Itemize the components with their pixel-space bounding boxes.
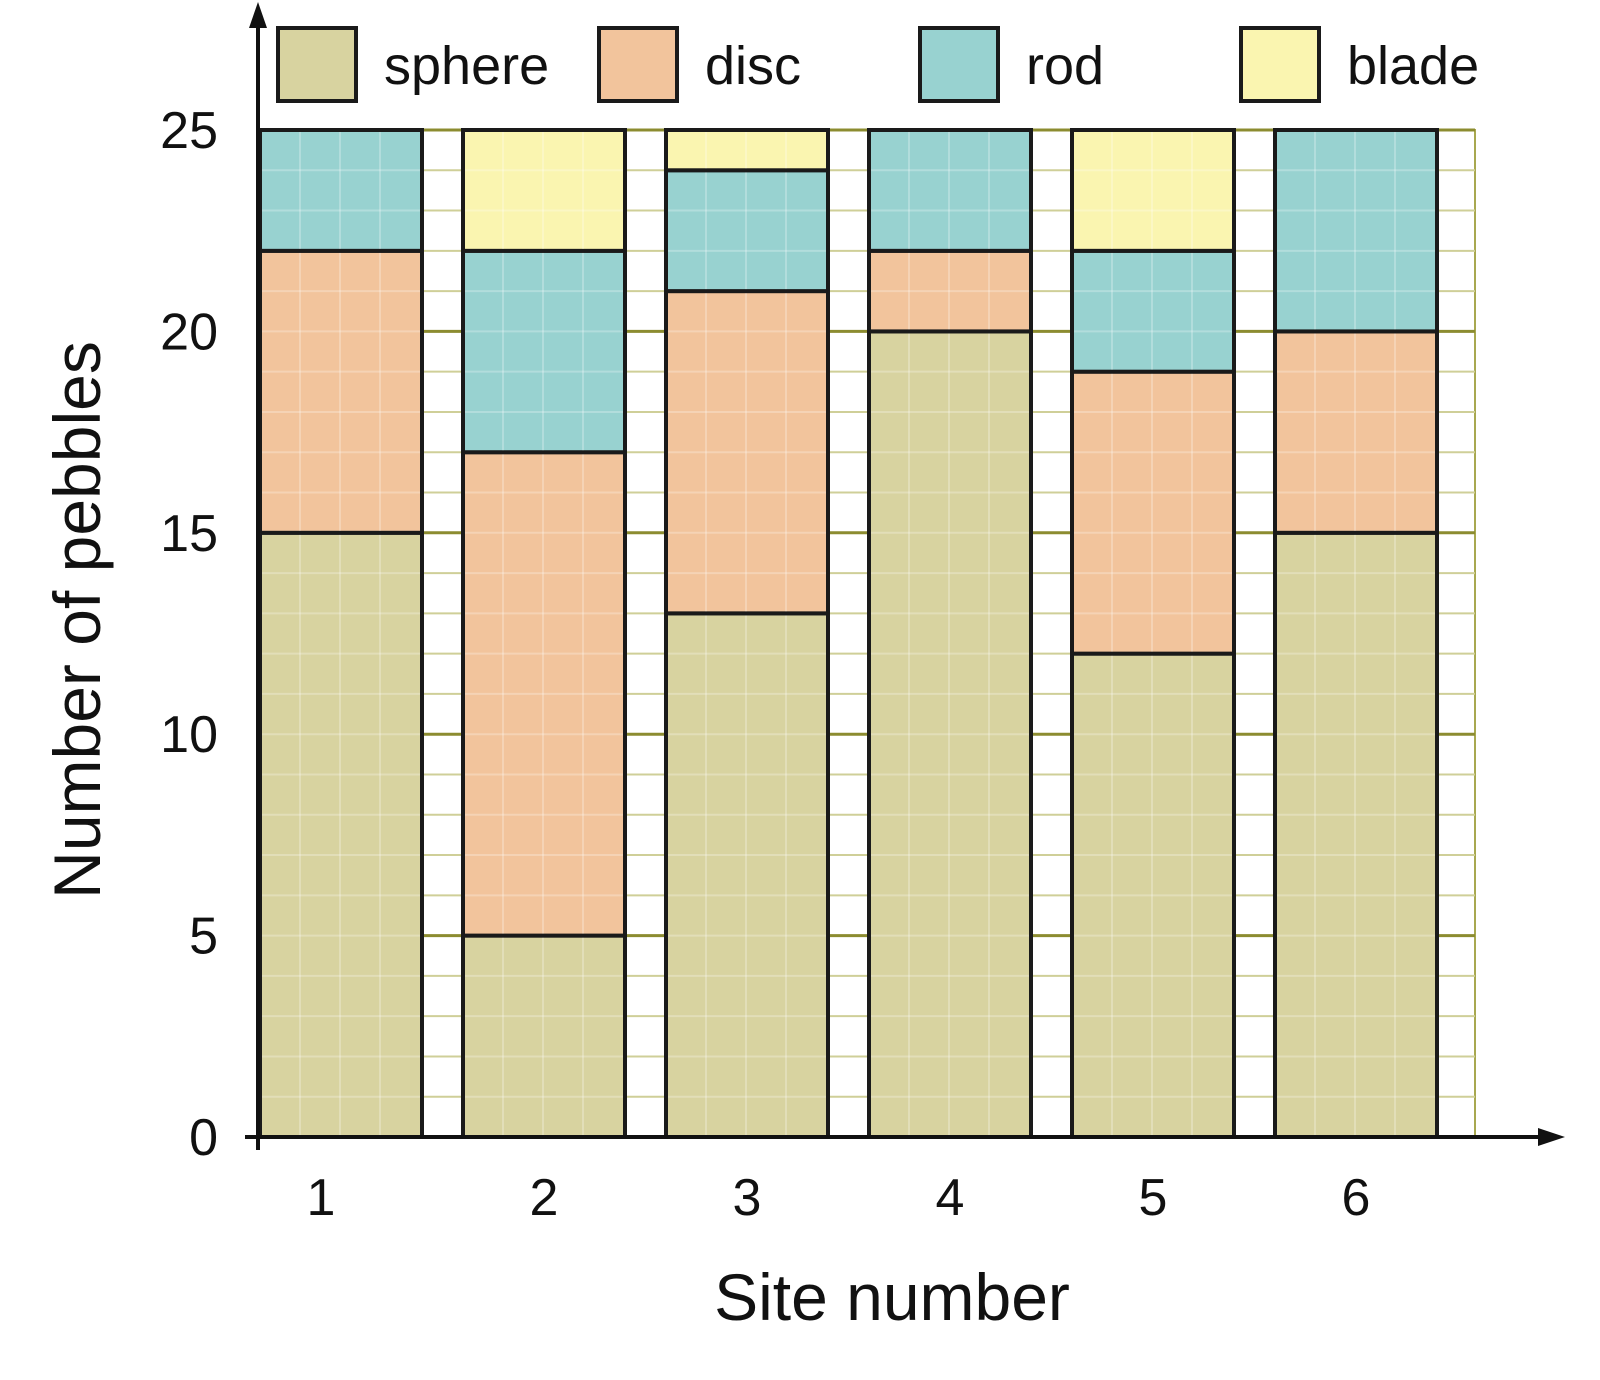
bar-segment-disc xyxy=(867,248,1033,334)
x-tick-label: 5 xyxy=(1139,1169,1168,1227)
bar-segment-disc xyxy=(1273,329,1439,535)
y-tick-label: 5 xyxy=(189,908,218,966)
legend-label-disc: disc xyxy=(705,36,801,96)
y-tick-label: 15 xyxy=(160,505,218,563)
legend-swatch-blade xyxy=(1239,26,1321,103)
legend-swatch-sphere xyxy=(276,26,358,103)
x-tick-label: 1 xyxy=(307,1169,336,1227)
tick-labels: 1 2 3 4 5 6 0 5 10 15 20 25 xyxy=(160,102,1370,1227)
bar-segment-disc xyxy=(1070,369,1236,656)
x-tick-label: 4 xyxy=(936,1169,965,1227)
legend-label-rod: rod xyxy=(1026,36,1104,96)
bar-segment-sphere xyxy=(461,933,627,1139)
x-tick-label: 2 xyxy=(530,1169,559,1227)
bar-segment-disc xyxy=(664,289,830,616)
y-tick-label: 20 xyxy=(160,303,218,361)
bar-segment-rod xyxy=(1070,248,1236,374)
bar-segment-rod xyxy=(1273,128,1439,334)
bar-segment-blade xyxy=(1070,128,1236,253)
y-tick-label: 25 xyxy=(160,102,218,160)
bar-segment-sphere xyxy=(1070,651,1236,1139)
legend: sphere disc rod blade xyxy=(276,26,1479,103)
legend-swatch-rod xyxy=(918,26,1000,103)
bar-segment-disc xyxy=(258,248,424,535)
bar-segment-rod xyxy=(664,168,830,294)
x-tick-label: 6 xyxy=(1342,1169,1371,1227)
axes xyxy=(245,2,1565,1150)
legend-swatch-disc xyxy=(597,26,679,103)
bar-segment-rod xyxy=(461,248,627,455)
bars xyxy=(258,128,1439,1139)
legend-label-blade: blade xyxy=(1347,36,1479,96)
x-axis-label: Site number xyxy=(714,1260,1070,1334)
y-tick-label: 10 xyxy=(160,706,218,764)
bar-segment-disc xyxy=(461,450,627,938)
y-tick-label: 0 xyxy=(189,1109,218,1167)
legend-label-sphere: sphere xyxy=(384,36,549,96)
y-axis-arrow-icon xyxy=(249,2,267,28)
x-tick-label: 3 xyxy=(733,1169,762,1227)
bar-segment-rod xyxy=(258,128,424,253)
plot-area xyxy=(257,129,1476,1138)
bar-segment-rod xyxy=(867,128,1033,253)
bar-segment-sphere xyxy=(664,611,830,1139)
y-axis-label: Number of pebbles xyxy=(40,341,114,899)
grid xyxy=(257,128,1476,1138)
bar-segment-blade xyxy=(664,128,830,173)
x-axis-arrow-icon xyxy=(1538,1128,1565,1146)
bar-segment-blade xyxy=(461,128,627,253)
